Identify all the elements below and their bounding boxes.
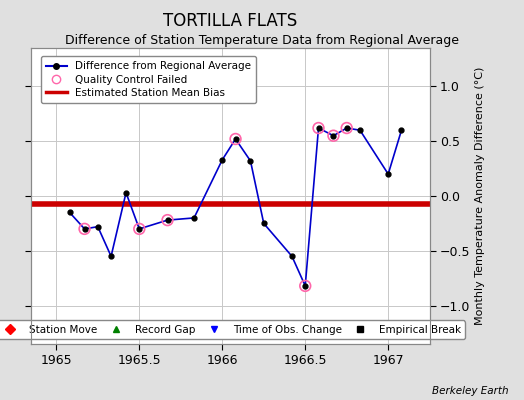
Point xyxy=(163,217,172,223)
Point xyxy=(80,226,89,232)
Point xyxy=(232,136,240,142)
Point xyxy=(135,226,144,232)
Point xyxy=(301,283,310,289)
Title: TORTILLA FLATS: TORTILLA FLATS xyxy=(163,12,298,30)
Text: Berkeley Earth: Berkeley Earth xyxy=(432,386,508,396)
Text: Difference of Station Temperature Data from Regional Average: Difference of Station Temperature Data f… xyxy=(65,34,459,47)
Point xyxy=(314,125,323,131)
Point xyxy=(343,125,351,131)
Legend: Station Move, Record Gap, Time of Obs. Change, Empirical Break: Station Move, Record Gap, Time of Obs. C… xyxy=(0,320,465,339)
Point xyxy=(329,132,337,139)
Y-axis label: Monthly Temperature Anomaly Difference (°C): Monthly Temperature Anomaly Difference (… xyxy=(475,67,485,325)
